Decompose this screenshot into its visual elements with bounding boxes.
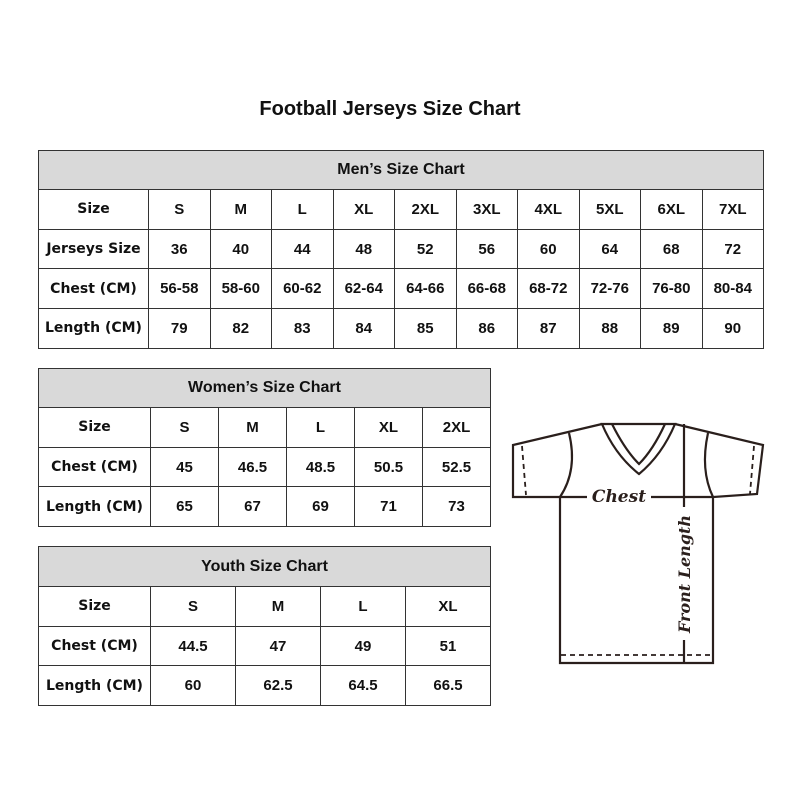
table-cell: 85 xyxy=(394,308,457,349)
table-cell: 44 xyxy=(271,228,334,270)
table-cell: 56-58 xyxy=(148,268,211,310)
table-cell: 44.5 xyxy=(150,625,236,667)
table-cell: 64.5 xyxy=(320,665,406,707)
men-heading: Men’s Size Chart xyxy=(38,150,764,190)
table-cell: 40 xyxy=(209,228,272,270)
table-cell: XL xyxy=(332,189,395,230)
women-heading: Women’s Size Chart xyxy=(38,368,491,408)
table-cell: 47 xyxy=(235,625,321,667)
table-cell: 68 xyxy=(640,228,703,270)
table-cell: 90 xyxy=(701,308,764,349)
table-cell: 66-68 xyxy=(455,268,518,310)
table-cell: 66.5 xyxy=(405,665,491,707)
table-cell: 62-64 xyxy=(332,268,395,310)
table-row: Jerseys Size 36 40 44 48 52 56 60 64 68 72 xyxy=(38,228,764,270)
table-row: Chest (CM) 44.5 47 49 51 xyxy=(38,625,491,667)
table-row: Length (CM) 65 67 69 71 73 xyxy=(38,486,491,528)
row-label: Size xyxy=(38,189,149,230)
table-row: Length (CM) 79 82 83 84 85 86 87 88 89 90 xyxy=(38,308,764,349)
table-cell: 5XL xyxy=(578,189,641,230)
table-cell: 60-62 xyxy=(271,268,334,310)
table-cell: 49 xyxy=(320,625,406,667)
table-row: Size S M L XL 2XL 3XL 4XL 5XL 6XL 7XL xyxy=(38,189,764,230)
chest-label: Chest xyxy=(592,487,646,507)
table-cell: 45 xyxy=(150,446,219,488)
table-cell: 48 xyxy=(332,228,395,270)
row-label: Length (CM) xyxy=(38,486,151,528)
row-label: Length (CM) xyxy=(38,308,149,349)
table-cell: 71 xyxy=(354,486,423,528)
table-cell: S xyxy=(150,586,236,627)
table-cell: L xyxy=(271,189,334,230)
row-label: Jerseys Size xyxy=(38,228,149,270)
womens-size-table: Women’s Size Chart Size S M L XL 2XL Chest (CM)… xyxy=(38,368,491,528)
row-label: Chest (CM) xyxy=(38,625,151,667)
table-cell: 84 xyxy=(332,308,395,349)
table-cell: 86 xyxy=(455,308,518,349)
mens-size-table: Men’s Size Chart Size S M L XL 2XL 3XL 4XL 5XL 6XL… xyxy=(38,150,764,349)
table-cell: 67 xyxy=(218,486,287,528)
table-cell: L xyxy=(286,407,355,448)
row-label: Chest (CM) xyxy=(38,446,151,488)
table-cell: 76-80 xyxy=(640,268,703,310)
table-cell: 88 xyxy=(578,308,641,349)
table-row: Chest (CM) 45 46.5 48.5 50.5 52.5 xyxy=(38,446,491,488)
table-row: Length (CM) 60 62.5 64.5 66.5 xyxy=(38,665,491,707)
table-cell: 68-72 xyxy=(517,268,580,310)
table-cell: 80-84 xyxy=(701,268,764,310)
table-cell: 2XL xyxy=(422,407,491,448)
table-cell: 82 xyxy=(209,308,272,349)
table-cell: 51 xyxy=(405,625,491,667)
table-cell: 65 xyxy=(150,486,219,528)
table-row: Size S M L XL xyxy=(38,586,491,627)
table-cell: 50.5 xyxy=(354,446,423,488)
page-title: Football Jerseys Size Chart xyxy=(259,98,521,120)
row-label: Size xyxy=(38,586,151,627)
table-cell: XL xyxy=(354,407,423,448)
youth-heading: Youth Size Chart xyxy=(38,546,491,587)
row-label: Size xyxy=(38,407,151,448)
table-cell: M xyxy=(235,586,321,627)
table-cell: 60 xyxy=(517,228,580,270)
table-cell: 60 xyxy=(150,665,236,707)
table-cell: 36 xyxy=(148,228,211,270)
table-cell: 72-76 xyxy=(578,268,641,310)
table-cell: 7XL xyxy=(701,189,764,230)
seam-lines xyxy=(521,445,755,656)
jersey-outline xyxy=(511,422,765,665)
table-cell: 52.5 xyxy=(422,446,491,488)
table-cell: 87 xyxy=(517,308,580,349)
table-row: Size S M L XL 2XL xyxy=(38,407,491,448)
table-cell: 79 xyxy=(148,308,211,349)
table-cell: M xyxy=(218,407,287,448)
table-cell: L xyxy=(320,586,406,627)
table-cell: 73 xyxy=(422,486,491,528)
table-cell: 69 xyxy=(286,486,355,528)
front-length-label: Front Length xyxy=(675,515,694,634)
table-cell: 62.5 xyxy=(235,665,321,707)
table-cell: XL xyxy=(405,586,491,627)
youth-size-table: Youth Size Chart Size S M L XL Chest (CM) 44.5 4… xyxy=(38,546,491,707)
table-cell: 48.5 xyxy=(286,446,355,488)
table-cell: 6XL xyxy=(640,189,703,230)
